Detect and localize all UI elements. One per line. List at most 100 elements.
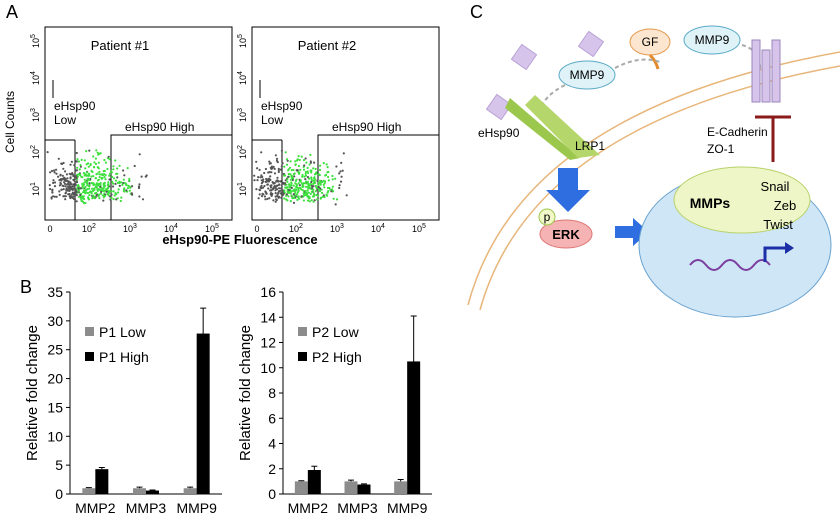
event <box>291 178 294 182</box>
event <box>126 187 129 190</box>
event <box>122 178 125 181</box>
event <box>108 178 111 181</box>
tick-exp: 3 <box>30 108 37 112</box>
event <box>85 150 88 153</box>
event <box>287 188 290 192</box>
event <box>94 157 97 160</box>
event <box>269 186 273 189</box>
event <box>68 172 71 175</box>
event <box>80 158 83 161</box>
event <box>261 175 264 179</box>
event <box>302 185 305 188</box>
event <box>316 179 319 183</box>
event <box>331 178 334 181</box>
event <box>310 179 313 182</box>
event <box>103 158 106 162</box>
event <box>86 174 90 177</box>
event <box>76 166 79 169</box>
event <box>100 190 103 193</box>
y-axis-label: Relative fold change <box>237 325 254 461</box>
event <box>82 183 86 186</box>
event <box>293 194 296 197</box>
tick-base: 10 <box>238 75 248 85</box>
event <box>69 177 72 180</box>
bar <box>146 490 159 494</box>
event <box>141 198 145 201</box>
event <box>79 193 82 197</box>
tick-exp: 4 <box>237 71 244 75</box>
event <box>100 187 103 190</box>
event <box>305 161 308 164</box>
event <box>53 181 57 184</box>
event <box>101 174 105 177</box>
event <box>86 179 89 182</box>
event <box>49 171 52 174</box>
event <box>55 172 58 175</box>
event <box>307 184 310 187</box>
event <box>71 173 74 176</box>
y-tick-label: 8 <box>268 385 276 401</box>
tick-base: 10 <box>31 149 41 159</box>
event <box>310 199 313 202</box>
event <box>96 188 99 191</box>
event <box>104 178 107 181</box>
event <box>275 157 279 160</box>
error-bar <box>361 483 367 485</box>
event <box>306 180 309 183</box>
event <box>75 194 78 197</box>
y-tick-label: 15 <box>47 399 63 415</box>
zeb-label: Zeb <box>774 198 796 213</box>
event <box>118 184 121 187</box>
error-bar <box>348 479 354 482</box>
event <box>103 195 106 198</box>
event <box>88 149 91 152</box>
event <box>73 176 77 180</box>
event <box>112 190 115 193</box>
event <box>340 175 343 178</box>
event <box>64 177 67 180</box>
event <box>101 194 105 197</box>
erk-label: ERK <box>552 227 580 242</box>
event <box>103 185 106 188</box>
event <box>138 153 141 156</box>
event <box>68 189 71 192</box>
event <box>266 197 269 200</box>
event <box>295 178 298 181</box>
event <box>116 181 119 185</box>
ehsp90-label: eHsp90 <box>478 126 520 140</box>
event <box>304 157 307 160</box>
event <box>74 169 77 172</box>
zo1-label: ZO-1 <box>707 142 735 156</box>
event <box>88 187 91 190</box>
event <box>259 176 262 179</box>
event <box>76 158 79 161</box>
event <box>276 188 279 191</box>
event <box>64 198 67 201</box>
event <box>322 179 325 182</box>
event <box>72 193 75 196</box>
x-tick-label: MMP9 <box>387 500 428 516</box>
event <box>322 183 325 186</box>
event <box>123 174 126 177</box>
event <box>302 192 305 195</box>
event <box>295 189 298 192</box>
y-axis-label: Cell Counts <box>3 91 17 153</box>
event <box>272 199 275 202</box>
event <box>321 195 325 198</box>
event <box>112 182 115 185</box>
tick-base: 10 <box>31 112 41 122</box>
event <box>297 155 300 158</box>
event <box>267 171 270 174</box>
event <box>104 161 107 164</box>
tick-base: 10 <box>289 224 299 234</box>
event <box>283 182 286 185</box>
event <box>93 196 96 199</box>
tick-exp: 4 <box>381 223 385 230</box>
event <box>68 183 71 186</box>
event <box>114 182 117 185</box>
event <box>117 188 120 191</box>
event <box>304 170 307 174</box>
tick-exp: 3 <box>133 223 137 230</box>
erk-shape <box>539 219 593 249</box>
